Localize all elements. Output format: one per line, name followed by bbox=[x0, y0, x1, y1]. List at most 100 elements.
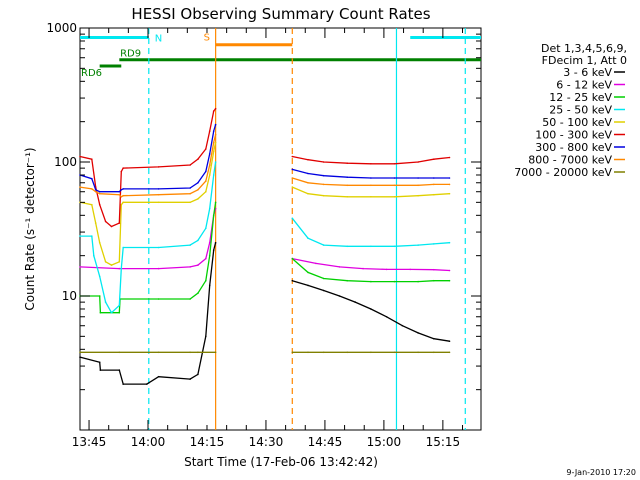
data-point bbox=[322, 244, 325, 246]
data-point bbox=[322, 277, 325, 280]
data-point bbox=[448, 177, 451, 179]
data-point bbox=[433, 351, 435, 354]
data-point bbox=[79, 356, 81, 358]
data-point bbox=[157, 298, 160, 300]
series-2 bbox=[79, 201, 451, 314]
y-tick-label: 10 bbox=[62, 289, 77, 303]
y-tick-label: 1000 bbox=[46, 21, 77, 35]
data-point bbox=[385, 268, 388, 271]
data-point bbox=[385, 316, 388, 318]
data-point bbox=[448, 351, 451, 354]
data-point bbox=[91, 235, 93, 237]
data-point bbox=[98, 241, 101, 244]
data-point bbox=[197, 351, 199, 354]
data-point bbox=[205, 180, 207, 182]
legend-header-line: FDecim 1, Att 0 bbox=[542, 54, 627, 67]
data-point bbox=[370, 177, 372, 179]
data-point bbox=[214, 123, 217, 126]
data-point bbox=[91, 188, 93, 190]
x-tick-label: 14:00 bbox=[131, 435, 166, 449]
data-point bbox=[214, 201, 217, 204]
data-point bbox=[346, 176, 349, 178]
data-point bbox=[197, 239, 199, 242]
flag-layer bbox=[80, 35, 481, 68]
data-point bbox=[208, 130, 211, 132]
data-point bbox=[94, 189, 97, 191]
data-point bbox=[307, 182, 309, 184]
data-point bbox=[370, 351, 372, 354]
data-point bbox=[122, 383, 124, 385]
plot-frame bbox=[79, 27, 482, 431]
data-point bbox=[94, 190, 97, 193]
vertical-marker-layer bbox=[148, 28, 466, 430]
annotation-layer: N S RD9 RD6 bbox=[81, 33, 210, 79]
data-point bbox=[91, 177, 93, 180]
legend-label: 6 - 12 keV bbox=[556, 79, 612, 92]
data-point bbox=[208, 284, 211, 287]
data-point bbox=[417, 351, 419, 354]
data-point bbox=[146, 383, 148, 385]
data-point bbox=[93, 254, 95, 257]
data-point bbox=[448, 269, 451, 272]
data-point bbox=[98, 295, 101, 297]
data-point bbox=[118, 222, 121, 224]
legend-label: 3 - 6 keV bbox=[563, 66, 612, 79]
data-point bbox=[433, 177, 435, 179]
data-point bbox=[157, 246, 160, 249]
data-point bbox=[120, 196, 123, 198]
data-point bbox=[120, 170, 123, 173]
data-point bbox=[307, 192, 309, 195]
legend-label: 100 - 300 keV bbox=[535, 129, 612, 142]
data-point bbox=[79, 186, 81, 188]
data-point bbox=[346, 196, 349, 198]
data-point bbox=[448, 156, 451, 159]
data-point bbox=[104, 261, 107, 263]
data-point bbox=[189, 192, 191, 195]
data-point bbox=[157, 201, 160, 204]
data-point bbox=[212, 110, 215, 112]
chart-title: HESSI Observing Summary Count Rates bbox=[131, 5, 430, 23]
x-tick-label: 15:00 bbox=[367, 435, 402, 449]
series-layer bbox=[79, 107, 451, 385]
data-point bbox=[448, 192, 451, 195]
data-point bbox=[433, 158, 435, 160]
data-point bbox=[122, 201, 124, 204]
data-point bbox=[212, 141, 215, 144]
data-point bbox=[212, 130, 215, 132]
data-point bbox=[212, 174, 215, 176]
data-point bbox=[433, 193, 435, 196]
data-point bbox=[157, 193, 160, 196]
data-point bbox=[118, 304, 121, 307]
data-point bbox=[189, 201, 191, 204]
legend-label: 800 - 7000 keV bbox=[528, 154, 612, 167]
data-point bbox=[197, 264, 199, 266]
data-point bbox=[393, 245, 396, 248]
data-point bbox=[370, 280, 372, 283]
data-point bbox=[157, 267, 160, 270]
data-point bbox=[417, 244, 419, 246]
data-point bbox=[189, 378, 191, 380]
data-point bbox=[433, 183, 435, 186]
data-point bbox=[91, 203, 93, 206]
y-axis-label: Count Rate (s⁻¹ detector⁻¹) bbox=[23, 147, 37, 310]
data-point bbox=[322, 289, 325, 292]
series-0 bbox=[79, 241, 451, 385]
data-point bbox=[104, 220, 107, 223]
data-point bbox=[338, 266, 341, 268]
x-tick-label: 14:30 bbox=[249, 435, 284, 449]
data-point bbox=[120, 203, 123, 206]
data-point bbox=[110, 264, 113, 266]
data-point bbox=[157, 166, 160, 168]
annotation-rd9: RD9 bbox=[120, 49, 141, 60]
data-point bbox=[157, 351, 160, 354]
data-point bbox=[99, 311, 102, 314]
data-point bbox=[79, 155, 81, 158]
data-point bbox=[448, 183, 451, 186]
data-point bbox=[214, 161, 217, 163]
data-point bbox=[433, 279, 435, 282]
data-point bbox=[417, 194, 419, 197]
annotation-n: N bbox=[155, 33, 162, 44]
data-point bbox=[291, 155, 294, 158]
data-point bbox=[208, 254, 211, 257]
data-point bbox=[189, 164, 191, 166]
